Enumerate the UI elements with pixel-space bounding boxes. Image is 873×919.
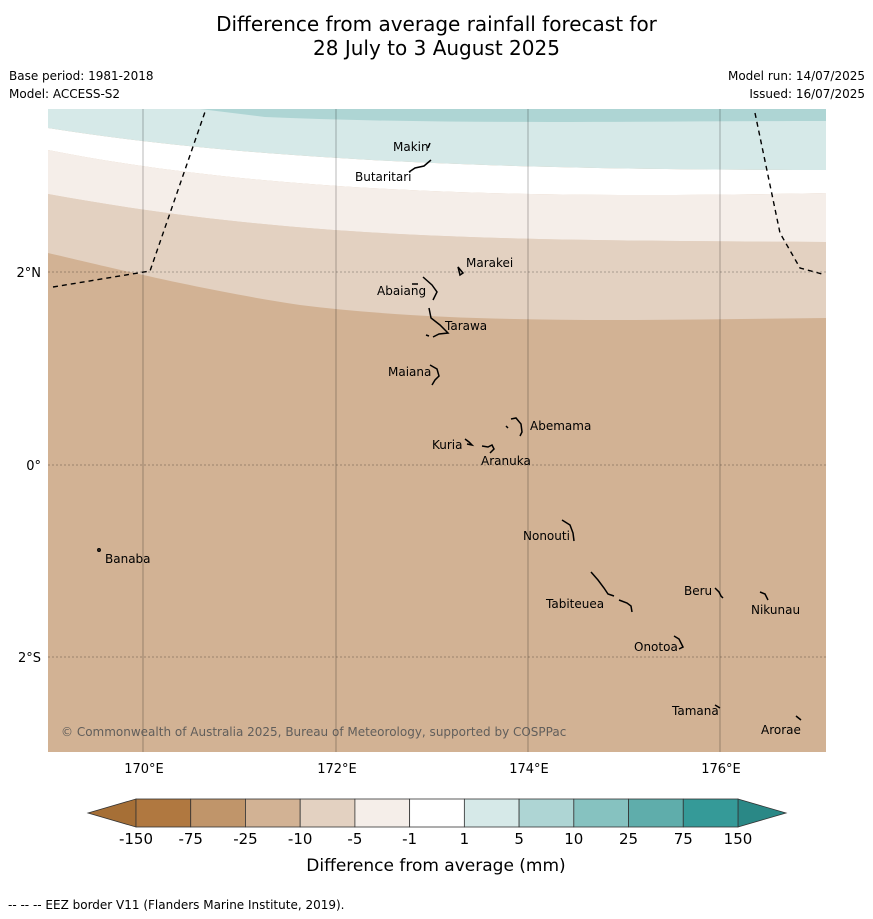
island-labels: Makin Butaritari Marakei Abaiang Tarawa … <box>105 140 801 737</box>
legend-tick-label: 5 <box>514 830 524 848</box>
legend-tick-label: 150 <box>724 830 753 848</box>
legend-color-cell <box>135 798 192 828</box>
island-shape <box>427 142 431 149</box>
band-minus10 <box>48 194 826 321</box>
band-minus5 <box>48 150 826 242</box>
lat-label: 2°S <box>18 651 41 666</box>
island-label-tamana: Tamana <box>671 704 719 718</box>
island-label-aranuka: Aranuka <box>481 454 531 468</box>
legend-tick-label: 75 <box>674 830 693 848</box>
base-period: Base period: 1981-2018 <box>9 69 154 83</box>
island-label-arorae: Arorae <box>761 723 801 737</box>
eez-border <box>52 108 823 288</box>
rainfall-field <box>48 109 826 752</box>
lon-label: 172°E <box>317 762 357 777</box>
island-coastlines <box>97 142 802 721</box>
model-run: Model run: 14/07/2025 <box>727 69 865 83</box>
legend-color-cell <box>518 798 575 828</box>
island-label-abemama: Abemama <box>530 419 591 433</box>
island-label-kuria: Kuria <box>432 438 463 452</box>
title-line-1: Difference from average rainfall forecas… <box>216 12 657 36</box>
island-label-tabiteuea: Tabiteuea <box>545 597 604 611</box>
island-label-beru: Beru <box>684 584 712 598</box>
island-label-marakei: Marakei <box>466 256 513 270</box>
lon-label: 174°E <box>509 762 549 777</box>
color-legend: -150 -75 -25 -10 -5 -1 1 5 10 25 75 150 Difference … <box>86 798 788 876</box>
base-info: Base period: 1981-2018 Model: ACCESS-S2 <box>9 67 154 103</box>
island-label-butaritari: Butaritari <box>355 170 412 184</box>
legend-tick-label: -75 <box>178 830 203 848</box>
legend-tick-label: 1 <box>460 830 470 848</box>
lat-label: 2°N <box>17 266 42 281</box>
legend-tick-label: 10 <box>564 830 583 848</box>
legend-color-cell <box>409 798 465 828</box>
issued-date: Issued: 16/07/2025 <box>749 87 865 101</box>
island-label-abaiang: Abaiang <box>377 284 426 298</box>
island-label-onotoa: Onotoa <box>634 640 678 654</box>
legend-tick-label: -1 <box>402 830 417 848</box>
legend-color-cell <box>299 798 356 828</box>
legend-color-cell <box>463 798 520 828</box>
legend-color-cell <box>245 798 301 828</box>
legend-tick-label: -150 <box>119 830 153 848</box>
map-title: Difference from average rainfall forecas… <box>0 12 873 60</box>
copyright-notice: © Commonwealth of Australia 2025, Bureau… <box>61 725 566 739</box>
eez-footnote: -- -- -- EEZ border V11 (Flanders Marine… <box>8 898 345 912</box>
island-label-nonouti: Nonouti <box>523 529 570 543</box>
run-info: Model run: 14/07/2025 Issued: 16/07/2025 <box>728 67 865 103</box>
lat-label: 0° <box>26 459 41 474</box>
band-neutral <box>48 128 826 196</box>
band-plus1 <box>48 109 826 170</box>
legend-tick-label: -25 <box>233 830 258 848</box>
legend-title: Difference from average (mm) <box>306 856 565 876</box>
island-label-banaba: Banaba <box>105 552 151 566</box>
title-line-2: 28 July to 3 August 2025 <box>313 36 560 60</box>
legend-tick-label: 25 <box>619 830 638 848</box>
island-label-tarawa: Tarawa <box>444 319 487 333</box>
legend-color-cell <box>190 798 246 828</box>
legend-color-cell <box>682 798 739 828</box>
legend-tick-label: -10 <box>288 830 313 848</box>
model-name: Model: ACCESS-S2 <box>9 87 121 101</box>
band-plus5 <box>200 109 826 122</box>
legend-extend-low <box>86 798 137 828</box>
legend-color-cell <box>354 798 411 828</box>
legend-extend-high <box>737 798 788 828</box>
legend-color-cell <box>628 798 684 828</box>
island-label-makin: Makin <box>393 140 429 154</box>
gridlines <box>48 109 826 752</box>
island-label-maiana: Maiana <box>388 365 431 379</box>
lon-label: 170°E <box>124 762 164 777</box>
legend-color-cell <box>573 798 629 828</box>
island-label-nikunau: Nikunau <box>751 603 800 617</box>
legend-tick-label: -5 <box>347 830 362 848</box>
axis-labels: 170°E 172°E 174°E 176°E 2°N 0° 2°S <box>17 266 741 777</box>
lon-label: 176°E <box>701 762 741 777</box>
